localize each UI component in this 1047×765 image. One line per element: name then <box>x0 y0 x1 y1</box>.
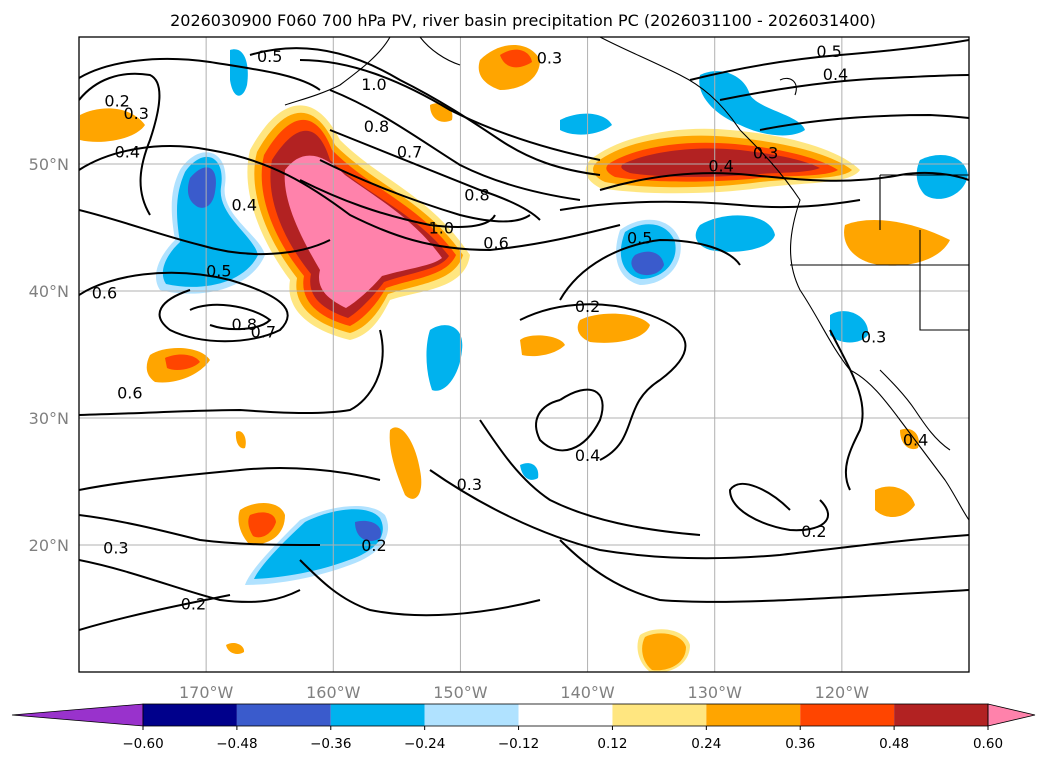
contour-label: 0.7 <box>397 142 422 161</box>
contour-label: 0.2 <box>575 297 600 316</box>
colorbar-segment <box>894 704 988 726</box>
contour-label: 0.8 <box>464 185 489 204</box>
contour-label: 0.6 <box>117 384 142 403</box>
contour-label: 1.0 <box>429 219 454 238</box>
colorbar-tick-label: −0.48 <box>216 736 257 752</box>
contour-label: 0.3 <box>537 48 562 67</box>
colorbar-segment <box>800 704 895 726</box>
colorbar-extend-low <box>11 703 144 727</box>
colorbar-segment <box>706 704 801 726</box>
colorbar-tick-label: 0.48 <box>879 736 909 752</box>
colorbar-outline <box>142 703 989 727</box>
contour-label: 0.2 <box>181 594 206 613</box>
contour-label: 0.2 <box>801 522 826 541</box>
map-frame <box>78 36 970 673</box>
contour-label: 0.4 <box>823 65 848 84</box>
contour-label: 0.6 <box>92 283 117 302</box>
colorbar: −0.60 −0.48 −0.36 −0.24 −0.12 0.12 0.24 0.36 0.4… <box>11 703 1036 752</box>
colorbar-tick-label: 0.60 <box>973 736 1003 752</box>
contour-label: 0.5 <box>816 42 841 61</box>
contour-label: 0.3 <box>123 104 148 123</box>
contour-label: 0.4 <box>903 431 928 450</box>
colorbar-segment <box>518 704 613 726</box>
contour-label: 0.8 <box>364 117 389 136</box>
contour-label: 0.3 <box>457 475 482 494</box>
colorbar-tick-label: −0.60 <box>122 736 163 752</box>
colorbar-segment <box>612 704 707 726</box>
x-tick-label: 140°W <box>560 683 615 702</box>
precipitation-pc-shading <box>80 45 968 672</box>
colorbar-segment <box>143 704 237 726</box>
contour-label: 0.5 <box>206 262 231 281</box>
y-axis-tick-labels: 50°N 40°N 30°N 20°N <box>29 155 69 555</box>
colorbar-tick-label: 0.36 <box>785 736 815 752</box>
contour-labels: 0.51.00.80.70.20.30.40.40.81.00.60.50.60… <box>92 42 929 613</box>
contour-label: 0.6 <box>483 234 508 253</box>
contour-label: 0.2 <box>104 92 129 111</box>
pv-contours <box>79 39 969 631</box>
x-tick-label: 160°W <box>306 683 361 702</box>
coastlines <box>284 37 969 521</box>
x-tick-label: 130°W <box>688 683 743 702</box>
contour-label: 0.2 <box>361 536 386 555</box>
y-tick-label: 50°N <box>29 155 69 174</box>
contour-label: 0.4 <box>115 142 140 161</box>
contour-label: 0.7 <box>251 323 276 342</box>
colorbar-tick-label: −0.36 <box>310 736 351 752</box>
colorbar-extend-high <box>987 703 1036 727</box>
contour-label: 0.5 <box>627 229 652 248</box>
chart-title: 2026030900 F060 700 hPa PV, river basin … <box>170 11 876 30</box>
colorbar-tick-label: −0.12 <box>498 736 539 752</box>
y-tick-label: 40°N <box>29 282 69 301</box>
x-tick-label: 150°W <box>433 683 488 702</box>
x-tick-label: 120°W <box>815 683 870 702</box>
x-axis-tick-labels: 170°W 160°W 150°W 140°W 130°W 120°W <box>179 683 869 702</box>
x-tick-label: 170°W <box>179 683 234 702</box>
y-tick-label: 30°N <box>29 409 69 428</box>
colorbar-tick-label: 0.12 <box>597 736 627 752</box>
contour-label: 0.4 <box>708 156 733 175</box>
colorbar-tick-label: −0.24 <box>404 736 445 752</box>
contour-label: 0.4 <box>575 446 600 465</box>
colorbar-tick-label: 0.24 <box>691 736 721 752</box>
contour-label: 0.3 <box>861 328 886 347</box>
contour-label: 0.5 <box>257 47 282 66</box>
colorbar-segment <box>236 704 331 726</box>
colorbar-segment <box>330 704 425 726</box>
contour-label: 0.8 <box>232 315 257 334</box>
map-area: 0.51.00.80.70.20.30.40.40.81.00.60.50.60… <box>79 37 969 672</box>
contour-label: 1.0 <box>361 75 386 94</box>
contour-label: 0.3 <box>753 144 778 163</box>
y-tick-label: 20°N <box>29 536 69 555</box>
contour-label: 0.4 <box>232 196 257 215</box>
contour-label: 0.3 <box>103 539 128 558</box>
colorbar-segment <box>424 704 519 726</box>
